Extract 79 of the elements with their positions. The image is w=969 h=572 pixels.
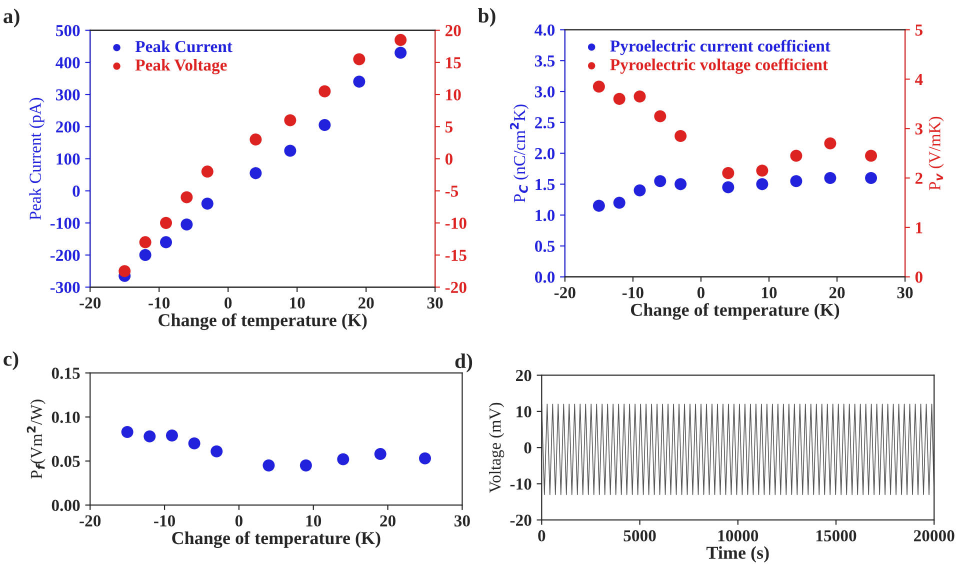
y-tick-label: 300 bbox=[56, 89, 80, 100]
y-tick-label: 4.0 bbox=[534, 24, 555, 36]
y2-tick-label: 0 bbox=[915, 272, 922, 283]
x-tick-label: 20000 bbox=[914, 530, 954, 542]
x-tick-label: 15000 bbox=[816, 530, 856, 542]
y-tick-label: 1.0 bbox=[536, 210, 555, 222]
y2-tick-label: 5 bbox=[915, 24, 922, 36]
y-tick-label: 0.5 bbox=[535, 240, 555, 252]
x-tick-label: 5000 bbox=[624, 530, 656, 542]
y-axis-title: Peak Current (pA) bbox=[29, 98, 44, 220]
x-axis-title: Time (s) bbox=[706, 546, 769, 563]
y-tick-label: 100 bbox=[56, 153, 80, 165]
y-tick-label: 20 bbox=[516, 370, 532, 382]
y-tick-label: 0.15 bbox=[52, 368, 80, 379]
x-tick-label: -20 bbox=[554, 287, 576, 298]
x-tick-label: -10 bbox=[622, 287, 644, 298]
text: b) bbox=[478, 8, 496, 27]
x-tick-label: -10 bbox=[154, 515, 176, 527]
y-tick-label: 200 bbox=[56, 121, 80, 133]
x-tick-label: 10 bbox=[306, 515, 322, 527]
legend-label: Pyroelectric current coefficient bbox=[610, 40, 830, 56]
legend-label: Peak Voltage bbox=[135, 58, 227, 74]
y-axis-title: P$_{C}$ (nC/cm$^{2}$K) bbox=[510, 104, 529, 202]
text: d) bbox=[455, 353, 472, 372]
y2-tick-label: 10 bbox=[446, 89, 461, 100]
y-tick-label: 10 bbox=[516, 406, 532, 418]
x-tick-label: 0 bbox=[235, 515, 242, 527]
x-tick-label: 30 bbox=[454, 515, 470, 527]
x-tick-label: 30 bbox=[897, 287, 913, 298]
legend-label: Pyroelectric voltage coefficient bbox=[610, 58, 828, 74]
y-tick-label: 500 bbox=[56, 25, 80, 36]
x-tick-label: 20 bbox=[358, 297, 374, 309]
y-tick-label: -300 bbox=[50, 282, 80, 294]
y2-tick-label: 2 bbox=[915, 172, 922, 184]
y-tick-label: -10 bbox=[510, 478, 532, 490]
x-tick-label: -20 bbox=[80, 515, 101, 527]
text: a) bbox=[4, 8, 20, 28]
y-tick-label: 3.5 bbox=[535, 55, 555, 67]
y2-tick-label: 0 bbox=[445, 153, 452, 165]
y2-tick-label: -15 bbox=[445, 250, 466, 261]
y-axis-title: Voltage (mV) bbox=[489, 402, 504, 493]
y-tick-label: 0.05 bbox=[52, 456, 80, 468]
y-tick-label: 2.5 bbox=[535, 117, 555, 128]
x-axis-title: Change of temperature (K) bbox=[630, 303, 840, 320]
x-tick-label: 10000 bbox=[718, 530, 758, 542]
y-tick-label: -200 bbox=[50, 250, 80, 261]
x-tick-label: 30 bbox=[427, 297, 443, 309]
y-tick-label: 0.0 bbox=[535, 272, 555, 283]
x-axis-title: Change of temperature (K) bbox=[158, 313, 367, 330]
x-tick-label: 20 bbox=[380, 515, 396, 527]
x-tick-label: -20 bbox=[80, 297, 101, 309]
y2-tick-label: -10 bbox=[445, 218, 466, 229]
y-tick-label: 1.5 bbox=[536, 178, 555, 190]
x-tick-label: 10 bbox=[762, 287, 777, 298]
y2-tick-label: 20 bbox=[446, 25, 461, 36]
legend-label: Peak Current bbox=[135, 40, 232, 52]
y2-tick-label: 15 bbox=[446, 57, 461, 68]
x-tick-label: 20 bbox=[829, 287, 845, 298]
y-tick-label: 0 bbox=[72, 186, 80, 197]
y-tick-label: 0.00 bbox=[52, 500, 80, 512]
x-tick-label: 0 bbox=[224, 297, 232, 309]
y2-tick-label: 1 bbox=[916, 222, 922, 234]
y-tick-label: 0.10 bbox=[52, 412, 80, 424]
y-tick-label: -100 bbox=[50, 218, 80, 229]
y-tick-label: 400 bbox=[56, 57, 80, 68]
text: c) bbox=[4, 351, 18, 370]
x-tick-label: 0 bbox=[697, 287, 705, 298]
y-tick-label: 2.0 bbox=[535, 148, 555, 160]
x-tick-label: -10 bbox=[148, 297, 170, 309]
y2-tick-label: 3 bbox=[915, 123, 923, 135]
y-axis-title: P$_{f}$(Vm$^{2}$/W) bbox=[26, 400, 46, 479]
y-tick-label: 0 bbox=[524, 442, 532, 454]
y2-tick-label: 5 bbox=[445, 121, 453, 133]
y-tick-label: 3.0 bbox=[535, 86, 555, 98]
y2-tick-label: 4 bbox=[914, 74, 923, 85]
x-tick-label: 10 bbox=[290, 297, 305, 309]
x-axis-title: Change of temperature (K) bbox=[172, 531, 380, 548]
y2-tick-label: -5 bbox=[445, 186, 458, 197]
y2-axis-title: P$_{v}$ (V/mK) bbox=[928, 116, 944, 190]
